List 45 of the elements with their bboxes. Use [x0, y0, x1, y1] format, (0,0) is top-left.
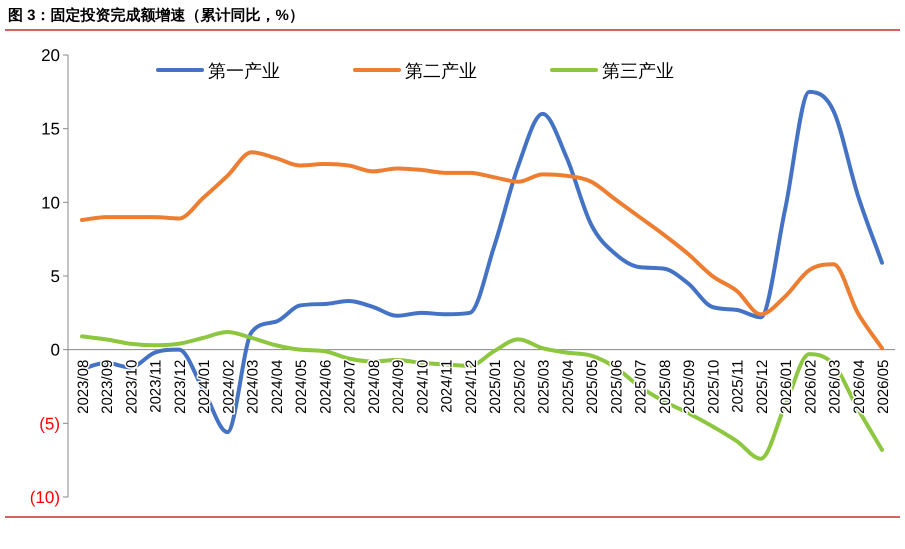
legend-label: 第三产业: [602, 61, 674, 81]
x-tick-label: 2025/01: [487, 360, 504, 414]
x-tick-label: 2024/04: [268, 360, 286, 414]
x-tick-label: 2026/01: [778, 360, 796, 414]
x-tick-label: 2024/09: [390, 360, 408, 414]
y-tick-label: 20: [41, 46, 60, 65]
x-tick-label: 2025/10: [705, 360, 722, 414]
y-tick-label: 15: [41, 120, 60, 139]
title: 图 3：固定投资完成额增速（累计同比，%）: [8, 7, 304, 24]
x-tick-label: 2026/02: [802, 360, 820, 414]
legend-label: 第二产业: [405, 61, 477, 81]
y-tick-label: (10): [30, 488, 60, 507]
x-tick-label: 2024/05: [293, 360, 310, 414]
x-tick-label: 2025/11: [730, 360, 747, 413]
y-tick-label: 10: [41, 193, 60, 212]
x-tick-label: 2023/10: [123, 360, 140, 414]
x-tick-label: 2024/08: [366, 360, 383, 414]
x-tick-label: 2023/12: [172, 360, 189, 414]
x-tick-label: 2025/07: [632, 360, 650, 414]
x-tick-label: 2024/07: [342, 360, 359, 414]
x-tick-label: 2026/03: [826, 360, 844, 414]
y-tick-label: 5: [50, 267, 60, 286]
x-tick-label: 2025/09: [681, 360, 698, 414]
x-tick-label: 2024/11: [438, 360, 456, 413]
x-tick-label: 2025/05: [584, 360, 602, 414]
x-tick-label: 2024/12: [462, 360, 480, 414]
x-tick-label: 2023/08: [75, 360, 92, 414]
x-tick-label: 2024/01: [196, 360, 214, 414]
x-tick-label: 2026/04: [850, 360, 868, 414]
x-tick-label: 2023/11: [148, 360, 165, 413]
x-tick-label: 2024/03: [244, 360, 262, 414]
x-tick-label: 2025/06: [608, 360, 626, 414]
x-tick-label: 2025/08: [656, 360, 674, 414]
y-tick-label: 0: [50, 340, 60, 360]
x-tick-label: 2025/02: [511, 360, 528, 414]
legend-label: 第一产业: [208, 61, 280, 81]
y-tick-label: (5): [39, 414, 60, 434]
x-tick-label: 2024/06: [317, 360, 334, 414]
x-tick-label: 2025/03: [536, 360, 553, 414]
x-tick-label: 2025/12: [754, 360, 771, 414]
x-tick-label: 2026/05: [875, 360, 892, 414]
x-tick-label: 2024/10: [414, 360, 432, 414]
x-tick-label: 2023/09: [99, 360, 116, 414]
x-tick-label: 2024/02: [220, 360, 238, 414]
x-tick-label: 2025/04: [560, 360, 577, 414]
